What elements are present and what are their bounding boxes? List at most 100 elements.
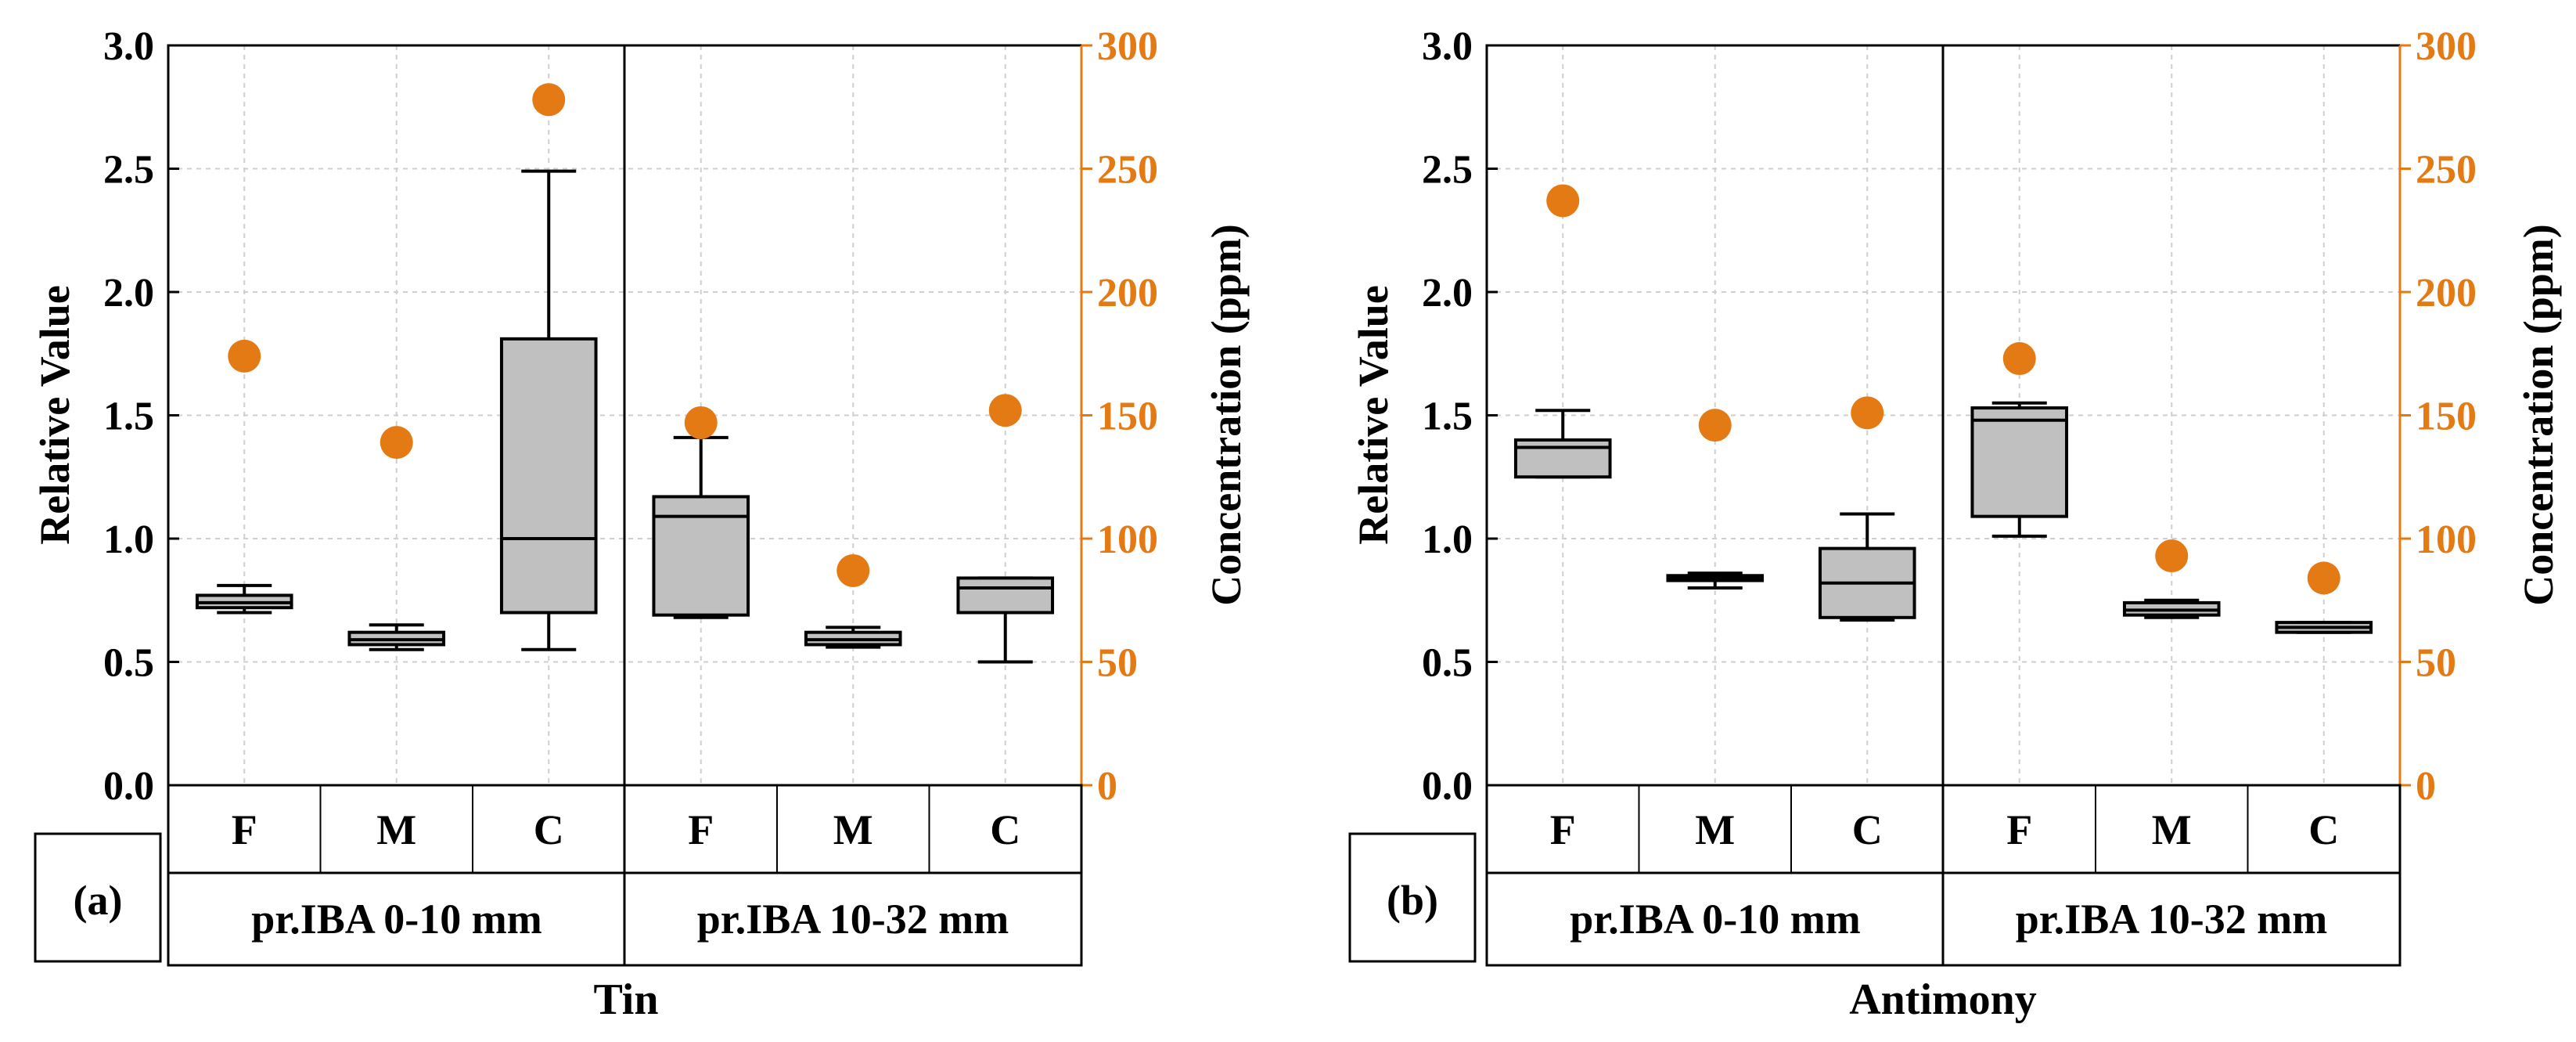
y-tick-label-left: 0.5 <box>1422 641 1473 686</box>
box-iqr <box>499 337 598 615</box>
y-tick-label-left: 1.0 <box>1422 517 1473 562</box>
category-label: F <box>2006 806 2032 853</box>
concentration-point <box>2307 561 2340 595</box>
y-tick-label-right: 150 <box>1097 395 1158 439</box>
y-tick-label-right: 250 <box>1097 148 1158 193</box>
y-tick-label-left: 1.5 <box>103 395 154 439</box>
category-label: M <box>2152 806 2192 853</box>
box-series <box>195 169 1055 664</box>
category-dividers <box>1638 785 2249 873</box>
panel-tag: (b) <box>1387 877 1438 924</box>
y-tick-label-right: 250 <box>2416 148 2477 193</box>
box-f-3 <box>652 435 750 619</box>
chart-panel-antimony: 0.0 0.5 1.0 1.5 2.0 2.5 3.0 0 50 100 150 200 250 300… <box>1348 24 2562 1024</box>
box-f-0 <box>195 583 293 615</box>
y-axis-left-title: Relative Value <box>31 285 78 545</box>
concentration-series <box>1546 184 2340 595</box>
category-label: M <box>833 806 873 853</box>
y-tick-label-right: 0 <box>2416 764 2436 809</box>
concentration-point <box>988 394 1022 427</box>
category-label: C <box>534 806 564 853</box>
y-tick-label-right: 100 <box>2416 517 2477 562</box>
category-table: F M C F M C pr.IBA 0-10 mm pr.IBA 10-32 mm <box>167 784 1083 967</box>
x-axis-title: Tin <box>593 975 658 1024</box>
panel-tag-box <box>1348 832 1477 963</box>
y-tick-label-left: 2.5 <box>103 148 154 193</box>
y-tick-label-left: 1.0 <box>103 517 154 562</box>
concentration-point <box>532 83 566 117</box>
concentration-point <box>2155 539 2189 573</box>
group-label-1: pr.IBA 10-32 mm <box>2016 896 2328 943</box>
concentration-point <box>380 426 413 460</box>
y-tick-label-right: 150 <box>2416 395 2477 439</box>
box-m-4 <box>2122 598 2221 619</box>
y-tick-label-left: 2.0 <box>103 271 154 315</box>
box-iqr <box>956 576 1055 615</box>
box-m-1 <box>347 623 446 651</box>
y-tick-label-left: 0.0 <box>103 764 154 809</box>
box-iqr <box>1970 406 2069 518</box>
group-label-0: pr.IBA 0-10 mm <box>251 896 542 943</box>
category-label: F <box>232 806 257 853</box>
chart-panel-tin: 0.0 0.5 1.0 1.5 2.0 2.5 3.0 0 50 100 150 200 250 300… <box>31 24 1250 1024</box>
y-tick-label-left: 0.0 <box>1422 764 1473 809</box>
x-axis-title: Antimony <box>1849 975 2037 1024</box>
concentration-point <box>228 339 261 373</box>
box-c-2 <box>1818 512 1916 622</box>
y-tick-label-left: 3.0 <box>103 24 154 69</box>
y-axis-right: 0 50 100 150 200 250 300 <box>1080 24 1158 809</box>
group-label-1: pr.IBA 10-32 mm <box>697 896 1009 943</box>
y-tick-label-left: 1.5 <box>1422 395 1473 439</box>
y-tick-label-left: 2.5 <box>1422 148 1473 193</box>
category-label: C <box>990 806 1020 853</box>
category-label: M <box>376 806 416 853</box>
y-tick-label-right: 200 <box>2416 271 2477 315</box>
box-f-0 <box>1513 409 1612 479</box>
y-axis-left-title: Relative Value <box>1350 285 1397 545</box>
y-axis-left: 0.0 0.5 1.0 1.5 2.0 2.5 3.0 <box>1422 24 1498 809</box>
y-tick-label-left: 2.0 <box>1422 271 1473 315</box>
box-m-4 <box>804 626 902 649</box>
category-label: C <box>2308 806 2339 853</box>
y-axis-right-title: Concentration (ppm) <box>2515 224 2562 605</box>
category-label: F <box>1550 806 1576 853</box>
category-label: M <box>1695 806 1735 853</box>
y-tick-label-right: 300 <box>2416 24 2477 69</box>
group-label-0: pr.IBA 0-10 mm <box>1570 896 1861 943</box>
y-tick-label-right: 300 <box>1097 24 1158 69</box>
concentration-point <box>1698 409 1732 442</box>
box-f-3 <box>1970 401 2069 538</box>
y-tick-label-right: 100 <box>1097 517 1158 562</box>
concentration-point <box>1546 184 1580 218</box>
panel-tag-box <box>34 832 162 963</box>
box-c-5 <box>956 576 1055 664</box>
y-tick-label-right: 200 <box>1097 271 1158 315</box>
category-label: C <box>1852 806 1883 853</box>
y-axis-right: 0 50 100 150 200 250 300 <box>2398 24 2477 809</box>
concentration-point <box>836 553 870 587</box>
y-axis-left: 0.0 0.5 1.0 1.5 2.0 2.5 3.0 <box>103 24 179 809</box>
box-iqr <box>1513 438 1612 479</box>
concentration-point <box>2002 342 2036 376</box>
box-iqr <box>652 495 750 617</box>
panel-tag: (a) <box>74 877 123 924</box>
category-table: F M C F M C pr.IBA 0-10 mm pr.IBA 10-32 mm <box>1485 784 2402 967</box>
concentration-point <box>684 406 718 439</box>
box-m-1 <box>1666 571 1765 590</box>
concentration-series <box>228 83 1022 587</box>
box-c-2 <box>499 169 598 651</box>
concentration-point <box>1851 396 1884 430</box>
y-tick-label-left: 3.0 <box>1422 24 1473 69</box>
category-dividers <box>319 785 930 873</box>
y-tick-label-right: 50 <box>2416 641 2456 686</box>
box-series <box>1513 401 2373 634</box>
y-tick-label-left: 0.5 <box>103 641 154 686</box>
y-axis-right-title: Concentration (ppm) <box>1203 224 1250 605</box>
category-label: F <box>688 806 714 853</box>
box-c-5 <box>2275 621 2373 634</box>
y-tick-label-right: 0 <box>1097 764 1117 809</box>
y-tick-label-right: 50 <box>1097 641 1138 686</box>
